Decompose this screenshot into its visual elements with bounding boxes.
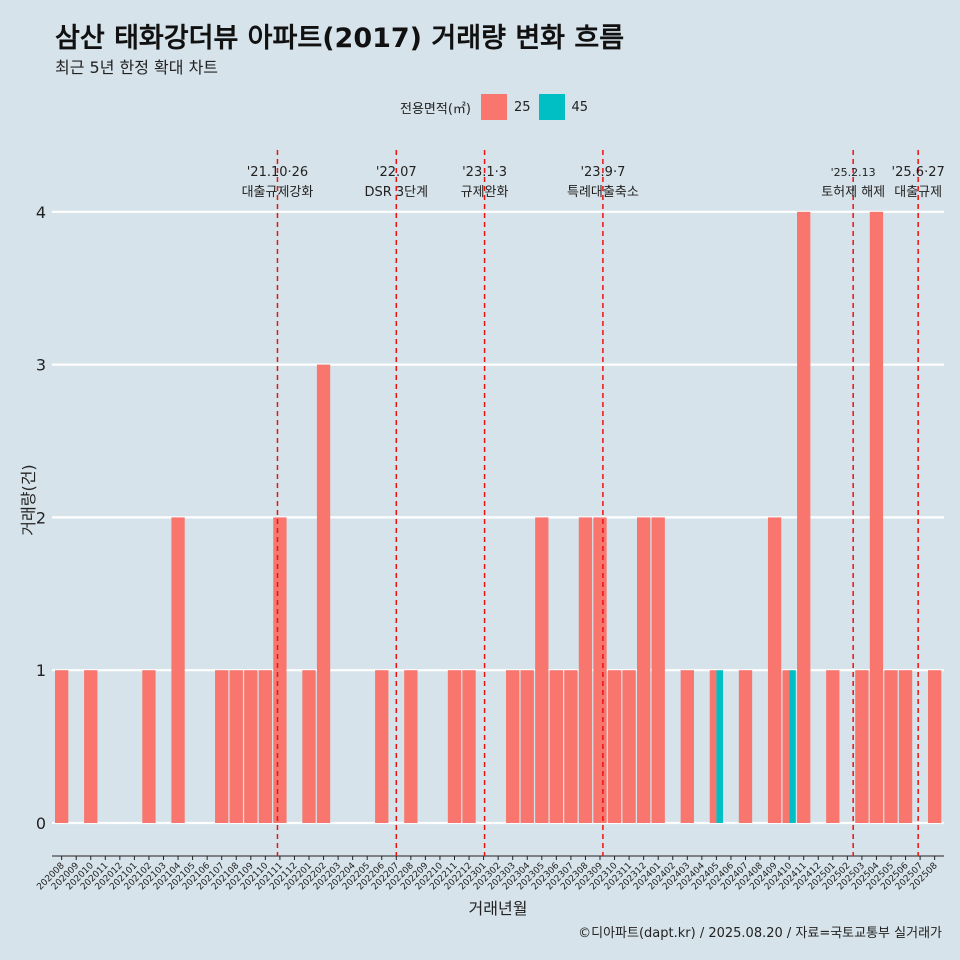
bar-25 [244,670,258,823]
chart-caption: ©디아파트(dapt.kr) / 2025.08.20 / 자료=국토교통부 실… [578,926,942,941]
event-date-label: '22.07 [376,165,417,180]
y-tick-label: 2 [36,508,46,527]
y-tick-label: 0 [36,814,46,833]
chart-title: 삼산 태화강더뷰 아파트(2017) 거래량 변화 흐름 [55,23,625,54]
bar-25 [535,517,549,823]
chart-subtitle: 최근 5년 한정 확대 차트 [55,58,219,77]
bar-25 [229,670,243,823]
bar-25 [767,517,782,823]
bar-25 [578,517,593,823]
bar-25 [782,670,790,823]
bar-25 [637,517,651,823]
bar-25 [215,670,229,823]
event-date-label: '25.6·27 [892,165,945,180]
event-date-label: '21.10·26 [247,165,308,180]
bar-25 [928,670,942,823]
legend-swatch-45 [538,94,565,120]
bar-25 [680,670,694,823]
bar-25 [273,517,287,823]
event-desc-label: 대출규제 [894,185,942,200]
bar-25 [869,211,884,824]
event-desc-label: DSR 3단계 [364,185,428,200]
bar-25 [404,670,418,823]
legend-swatch-25 [480,94,507,120]
bar-45 [789,670,796,823]
bar-25 [884,670,898,823]
y-tick-label: 4 [36,203,46,222]
bar-25 [316,364,331,823]
y-axis-title: 거래량(건) [19,464,38,535]
y-tick-label: 3 [36,356,46,375]
bar-25 [447,670,462,823]
event-date-label: '25.2.13 [831,166,876,179]
event-desc-label: 토허제 해제 [821,185,885,200]
x-axis-title: 거래년월 [469,899,528,918]
bar-25 [84,670,98,823]
event-desc-label: 규제완화 [461,185,509,200]
y-tick-label: 1 [36,661,46,680]
bar-25 [142,670,156,823]
bar-25 [709,670,717,823]
bar-25 [375,670,389,823]
bar-25 [302,670,316,823]
bar-25 [549,670,563,823]
bar-25 [593,517,607,823]
event-date-label: '23.9·7 [580,165,625,180]
bar-25 [55,670,69,823]
legend-title: 전용면적(㎡) [400,101,471,117]
legend-item-25: 25 [480,94,531,120]
bar-25 [738,670,753,823]
legend-item-45: 45 [538,94,589,120]
bar-25 [564,670,578,823]
legend-label-25: 25 [513,99,531,115]
bar-25 [797,211,811,824]
event-date-label: '23.1·3 [462,165,507,180]
event-desc-label: 대출규제강화 [242,185,314,200]
bar-25 [898,670,913,823]
event-desc-label: 특례대출축소 [567,185,639,200]
bar-45 [716,670,724,823]
bar-25 [622,670,636,823]
legend: 전용면적(㎡) 25 45 [400,94,596,120]
bar-25 [506,670,520,823]
bar-25 [520,670,534,823]
bar-25 [826,670,840,823]
bar-25 [651,517,665,823]
legend-label-45: 45 [571,99,589,115]
bar-25 [462,670,476,823]
bar-25 [171,517,185,823]
bar-25 [258,670,272,823]
bar-25 [855,670,869,823]
bar-25 [607,670,622,823]
